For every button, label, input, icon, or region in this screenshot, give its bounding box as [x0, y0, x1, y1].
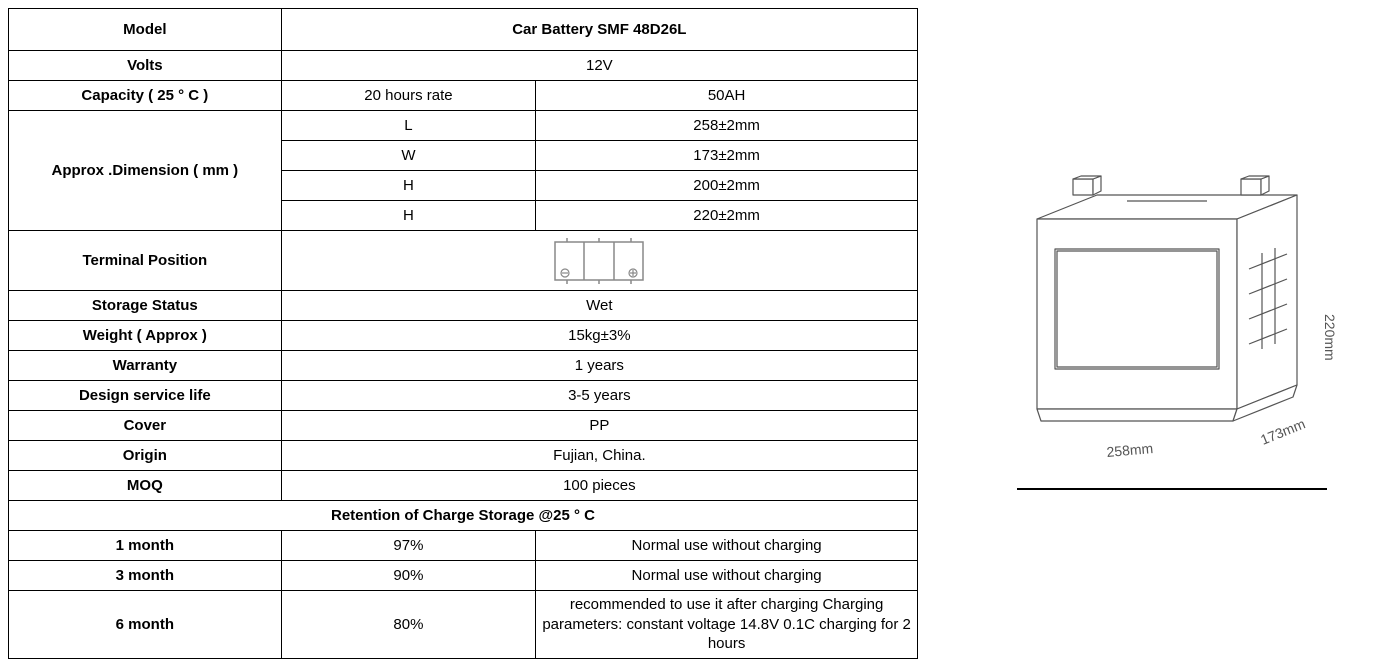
spec-table: Model Car Battery SMF 48D26L Volts 12V C… [8, 8, 918, 659]
battery-terminal-icon [1073, 176, 1101, 195]
row-cover-label: Cover [9, 411, 282, 441]
row-storage-value: Wet [281, 291, 917, 321]
row-origin-value: Fujian, China. [281, 441, 917, 471]
retention-1-period: 3 month [9, 561, 282, 591]
dim-width-label: 173mm [1258, 415, 1307, 447]
dim-L-label: L [281, 111, 536, 141]
row-origin-label: Origin [9, 441, 282, 471]
row-volts-value: 12V [281, 51, 917, 81]
retention-2-pct: 80% [281, 591, 536, 659]
row-weight-value: 15kg±3% [281, 321, 917, 351]
row-dimension-label: Approx .Dimension ( mm ) [9, 111, 282, 231]
dim-H2-label: H [281, 201, 536, 231]
dim-L-value: 258±2mm [536, 111, 918, 141]
row-life-value: 3-5 years [281, 381, 917, 411]
dim-H2-value: 220±2mm [536, 201, 918, 231]
terminal-position-icon [554, 238, 644, 284]
retention-0-period: 1 month [9, 531, 282, 561]
retention-0-pct: 97% [281, 531, 536, 561]
row-moq-value: 100 pieces [281, 471, 917, 501]
dim-height-label: 220mm [1322, 314, 1338, 361]
retention-2-note: recommended to use it after charging Cha… [536, 591, 918, 659]
row-model-value: Car Battery SMF 48D26L [281, 9, 917, 51]
row-volts-label: Volts [9, 51, 282, 81]
battery-dimension-diagram: 258mm 173mm 220mm [977, 149, 1357, 509]
battery-diagram-container: 258mm 173mm 220mm [958, 8, 1376, 650]
retention-2-period: 6 month [9, 591, 282, 659]
dim-H1-value: 200±2mm [536, 171, 918, 201]
row-capacity-label: Capacity ( 25 ° C ) [9, 81, 282, 111]
row-moq-label: MOQ [9, 471, 282, 501]
row-warranty-value: 1 years [281, 351, 917, 381]
row-model-label: Model [9, 9, 282, 51]
row-storage-label: Storage Status [9, 291, 282, 321]
row-warranty-label: Warranty [9, 351, 282, 381]
dim-W-label: W [281, 141, 536, 171]
spec-table-container: Model Car Battery SMF 48D26L Volts 12V C… [8, 8, 918, 650]
dim-W-value: 173±2mm [536, 141, 918, 171]
row-terminal-label: Terminal Position [9, 231, 282, 291]
retention-0-note: Normal use without charging [536, 531, 918, 561]
battery-terminal-icon [1241, 176, 1269, 195]
retention-1-pct: 90% [281, 561, 536, 591]
dim-length-label: 258mm [1106, 440, 1154, 460]
retention-1-note: Normal use without charging [536, 561, 918, 591]
row-weight-label: Weight ( Approx ) [9, 321, 282, 351]
dim-H1-label: H [281, 171, 536, 201]
row-capacity-rate-label: 20 hours rate [281, 81, 536, 111]
retention-header: Retention of Charge Storage @25 ° C [9, 501, 918, 531]
row-life-label: Design service life [9, 381, 282, 411]
row-terminal-icon-cell [281, 231, 917, 291]
row-cover-value: PP [281, 411, 917, 441]
row-capacity-rate-value: 50AH [536, 81, 918, 111]
